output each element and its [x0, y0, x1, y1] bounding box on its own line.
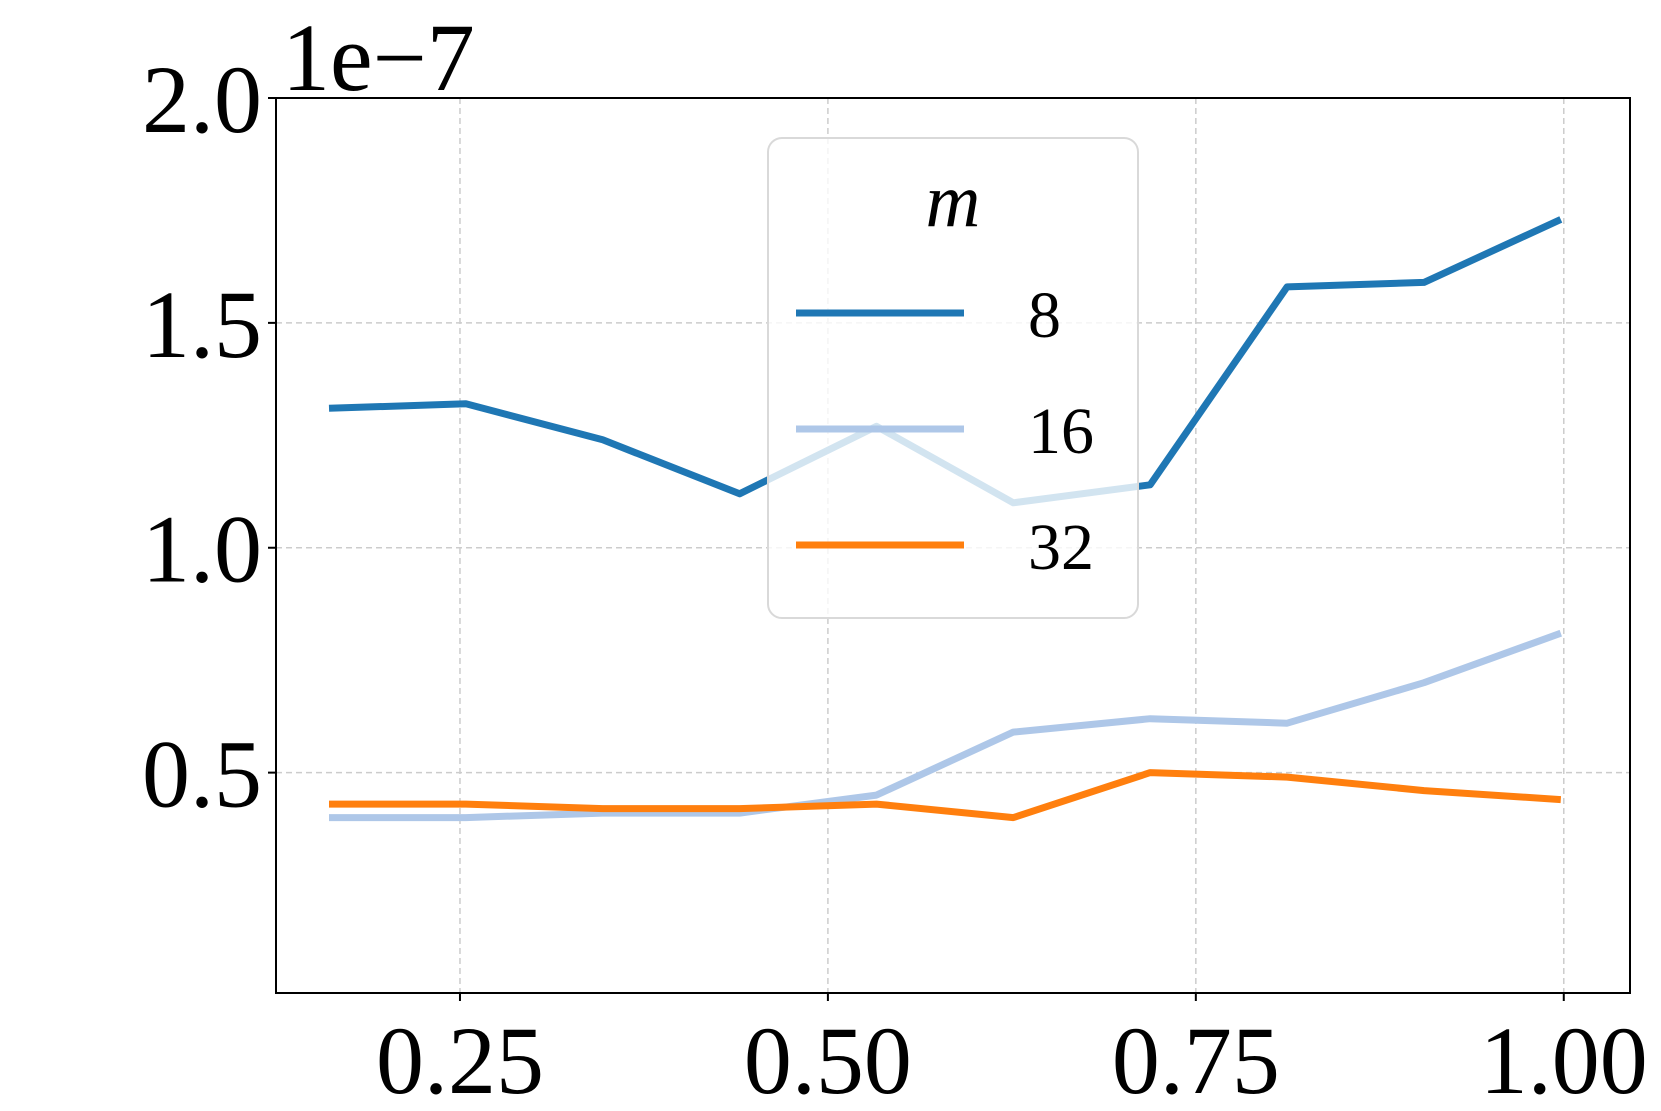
x-axis-ticks: 0.25 0.50 0.75 1.00: [376, 993, 1648, 1111]
series-line-32: [329, 769, 1562, 822]
legend-label-32: 32: [1028, 511, 1094, 584]
x-tick-label: 1.00: [1480, 1007, 1648, 1111]
y-tick-label: 0.5: [142, 721, 262, 828]
legend-title: m: [926, 159, 981, 243]
x-tick-label: 0.50: [744, 1007, 912, 1111]
legend-label-16: 16: [1028, 395, 1094, 468]
legend-label-8: 8: [1028, 279, 1061, 352]
plot-frame: [275, 97, 1631, 994]
y-tick-label: 2.0: [142, 46, 262, 153]
legend-box: [767, 137, 1139, 619]
y-tick-label: 1.0: [142, 496, 262, 603]
y-offset-text: 1e−7: [282, 4, 475, 111]
y-tick-label: 1.5: [142, 271, 262, 378]
x-tick-label: 0.25: [376, 1007, 544, 1111]
y-axis-ticks: 0.5 1.0 1.5 2.0: [142, 46, 276, 828]
legend: m8 16 32: [767, 137, 1139, 619]
series-line-16: [329, 629, 1562, 822]
x-tick-label: 0.75: [1112, 1007, 1280, 1111]
